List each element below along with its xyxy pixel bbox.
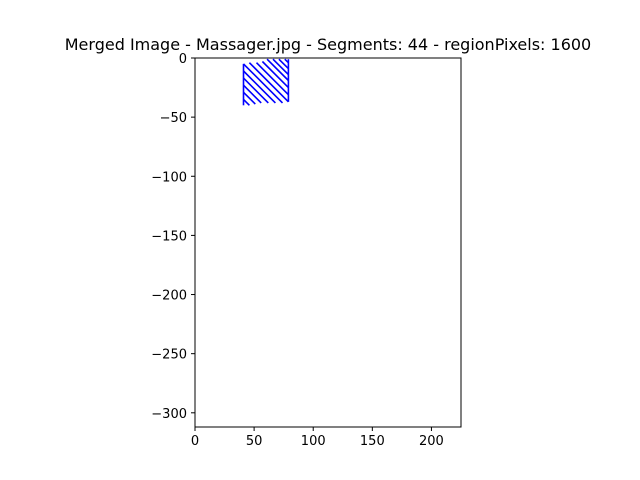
series-layer	[242, 58, 290, 106]
y-tick-label: −200	[151, 289, 187, 304]
segment-line-2	[242, 84, 262, 104]
y-tick-label: −250	[151, 348, 187, 363]
x-tick-label: 200	[419, 434, 444, 449]
plot-area	[194, 57, 462, 428]
segment-line-4	[242, 70, 276, 104]
x-tick-label: 50	[246, 434, 263, 449]
axes-frame	[194, 57, 462, 428]
x-tick-label: 100	[301, 434, 326, 449]
segment-line-7	[255, 62, 289, 96]
segment-line-10	[272, 58, 289, 76]
segment-line-5	[242, 63, 284, 104]
segment-line-8	[261, 60, 289, 89]
y-tick-label: −300	[151, 407, 187, 422]
segment-line-0	[242, 98, 250, 106]
y-tick-label: −100	[151, 170, 187, 185]
segment-line-3	[242, 77, 269, 104]
y-tick-label: −150	[151, 229, 187, 244]
segment-line-11	[278, 58, 289, 70]
x-tick-label: 0	[191, 434, 199, 449]
chart-title: Merged Image - Massager.jpg - Segments: …	[65, 35, 591, 54]
y-tick-label: −50	[160, 111, 187, 126]
segment-line-9	[266, 58, 289, 82]
y-tick-label: 0	[179, 52, 187, 67]
x-axis: 0 50 100 150 200	[191, 427, 444, 449]
segment-line-6	[248, 62, 289, 103]
segment-line-1	[242, 91, 256, 105]
x-tick-label: 150	[360, 434, 385, 449]
y-axis: 0 −50 −100 −150 −200 −250 −300	[151, 52, 195, 422]
